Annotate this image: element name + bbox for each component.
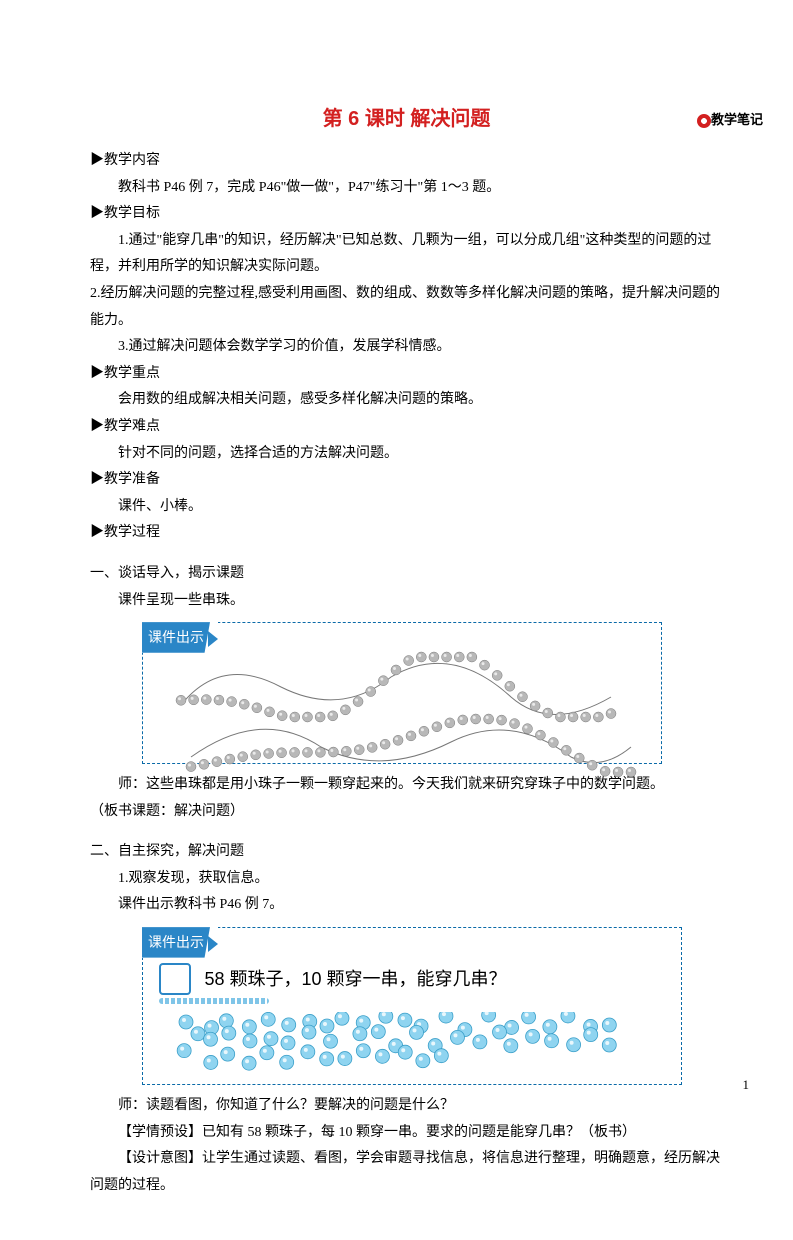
goal-1: 1.通过"能穿几串"的知识，经历解决"已知总数、几颗为一组，可以分成几组"这种类… [90,228,723,281]
blue-beads-svg [159,1012,639,1072]
content-head: ▶教学内容 [90,148,723,175]
courseware-label-text-2: 课件出示 [142,927,210,958]
arrow-icon-2 [208,936,218,952]
goal-3: 3.通过解决问题体会数学学习的价值，发展学科情感。 [90,334,723,361]
content-body: 教科书 P46 例 7，完成 P46"做一做"，P47"练习十"第 1～3 题。 [90,175,723,202]
part1-3: （板书课题：解决问题） [90,799,723,826]
sidebar-note-text: 教学笔记 [711,112,763,127]
page-title: 第 6 课时 解决问题 [90,100,723,138]
key-head: ▶教学重点 [90,361,723,388]
part2-1: 1.观察发现，获取信息。 [90,866,723,893]
courseware-label-2: 课件出示 [142,927,218,958]
diff-body: 针对不同的问题，选择合适的方法解决问题。 [90,441,723,468]
part2-2: 课件出示教科书 P46 例 7。 [90,892,723,919]
part2-5: 【设计意图】让学生通过读题、看图，学会审题寻找信息，将信息进行整理，明确题意，经… [90,1146,723,1199]
blue-underline [159,998,269,1004]
part2-4: 【学情预设】已知有 58 颗珠子，每 10 颗穿一串。要求的问题是能穿几串？（板… [90,1120,723,1147]
part2-head: 二、自主探究，解决问题 [90,839,723,866]
ring-icon [697,114,711,128]
proc-head: ▶教学过程 [90,520,723,547]
part1-1: 课件呈现一些串珠。 [90,588,723,615]
goal-2: 2.经历解决问题的完整过程,感受利用画图、数的组成、数数等多样化解决问题的策略，… [90,281,723,334]
part2-3: 师：读题看图，你知道了什么？要解决的问题是什么？ [90,1093,723,1120]
bead-strings-svg [151,647,651,777]
prep-head: ▶教学准备 [90,467,723,494]
bead-string-figure [143,623,661,763]
example-text: 58 颗珠子，10 颗穿一串，能穿几串？ [205,969,507,989]
page-number: 1 [743,1073,750,1098]
blue-beads-figure [159,1012,665,1072]
page: 教学笔记 第 6 课时 解决问题 ▶教学内容 教科书 P46 例 7，完成 P4… [0,0,793,1240]
goal-head: ▶教学目标 [90,201,723,228]
example-number [159,963,191,995]
example-row: 58 颗珠子，10 颗穿一串，能穿几串？ [159,962,665,1004]
prep-body: 课件、小棒。 [90,494,723,521]
part1-head: 一、谈话导入，揭示课题 [90,561,723,588]
courseware-box-2: 课件出示 58 颗珠子，10 颗穿一串，能穿几串？ [142,927,682,1085]
courseware-box-1: 课件出示 [142,622,662,764]
diff-head: ▶教学难点 [90,414,723,441]
key-body: 会用数的组成解决相关问题，感受多样化解决问题的策略。 [90,387,723,414]
sidebar-note: 教学笔记 [697,108,763,133]
